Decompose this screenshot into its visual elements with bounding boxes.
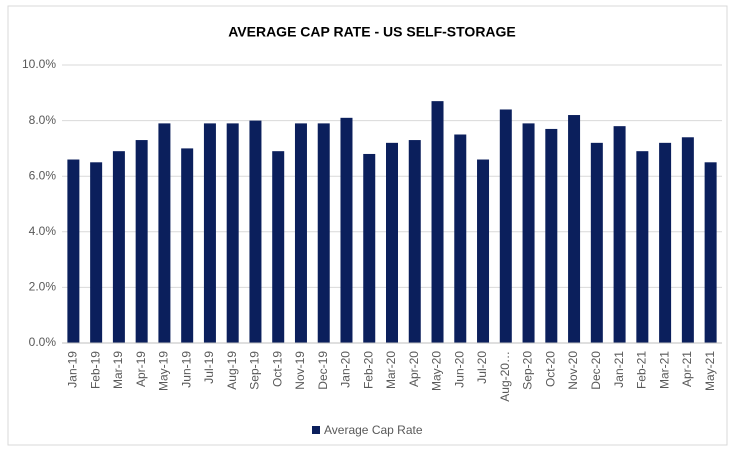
bar — [408, 140, 421, 343]
bar — [203, 123, 216, 343]
x-tick-label: Jun-19 — [179, 351, 193, 388]
x-tick-label: Feb-20 — [361, 351, 375, 389]
x-tick-label: Aug-19 — [225, 351, 239, 390]
y-tick-label: 6.0% — [29, 168, 57, 182]
bar — [181, 148, 194, 343]
bar — [363, 153, 376, 343]
x-tick-label: Dec-19 — [316, 351, 330, 390]
bar — [454, 134, 467, 343]
legend-label: Average Cap Rate — [324, 423, 423, 437]
bar — [386, 142, 398, 343]
bar — [636, 151, 649, 343]
x-tick-label: Sep-20 — [521, 351, 535, 390]
y-tick-label: 0.0% — [29, 335, 57, 349]
legend-swatch — [312, 426, 320, 434]
bar — [704, 162, 717, 343]
bar — [431, 101, 444, 343]
x-tick-label: Feb-21 — [635, 351, 649, 389]
x-tick-label: Apr-19 — [134, 351, 148, 387]
bar — [249, 120, 262, 343]
bar — [522, 123, 535, 343]
x-tick-label: Jul-19 — [202, 351, 216, 384]
y-tick-label: 2.0% — [29, 280, 57, 294]
x-tick-label: May-20 — [430, 351, 444, 391]
bar — [112, 151, 125, 343]
y-tick-label: 4.0% — [29, 224, 57, 238]
chart-title: AVERAGE CAP RATE - US SELF-STORAGE — [228, 24, 516, 40]
bar — [590, 142, 603, 343]
x-tick-label: Jan-20 — [339, 351, 353, 388]
x-tick-label: Nov-19 — [293, 351, 307, 390]
bar — [545, 128, 558, 343]
bar — [568, 115, 581, 343]
x-tick-label: Feb-19 — [88, 351, 102, 389]
x-tick-label: May-21 — [703, 351, 717, 391]
bar — [272, 151, 285, 343]
x-tick-label: Oct-20 — [543, 351, 557, 387]
y-tick-label: 10.0% — [22, 57, 56, 71]
x-tick-label: Nov-20 — [566, 351, 580, 390]
bar — [226, 123, 239, 343]
y-tick-label: 8.0% — [29, 113, 57, 127]
x-tick-label: Dec-20 — [589, 351, 603, 390]
x-tick-label: Aug-20… — [498, 351, 512, 402]
bar — [681, 137, 694, 343]
x-tick-label: Mar-20 — [384, 351, 398, 389]
x-tick-label: Mar-21 — [657, 351, 671, 389]
bar — [67, 159, 80, 343]
bar — [158, 123, 171, 343]
x-tick-label: Oct-19 — [270, 351, 284, 387]
x-tick-label: Jan-19 — [66, 351, 80, 388]
x-tick-label: Jul-20 — [475, 351, 489, 384]
bar — [499, 109, 512, 343]
x-tick-label: Apr-21 — [680, 351, 694, 387]
x-tick-label: Sep-19 — [248, 351, 262, 390]
x-tick-label: Jan-21 — [612, 351, 626, 388]
bar — [340, 117, 353, 343]
bar — [613, 126, 626, 343]
x-tick-label: Apr-20 — [407, 351, 421, 387]
bar — [90, 162, 103, 343]
x-tick-label: May-19 — [157, 351, 171, 391]
bar — [659, 142, 672, 343]
x-tick-label: Jun-20 — [452, 351, 466, 388]
bar — [294, 123, 307, 343]
bar — [317, 123, 330, 343]
bar — [135, 140, 148, 343]
x-tick-label: Mar-19 — [111, 351, 125, 389]
bar — [477, 159, 490, 343]
